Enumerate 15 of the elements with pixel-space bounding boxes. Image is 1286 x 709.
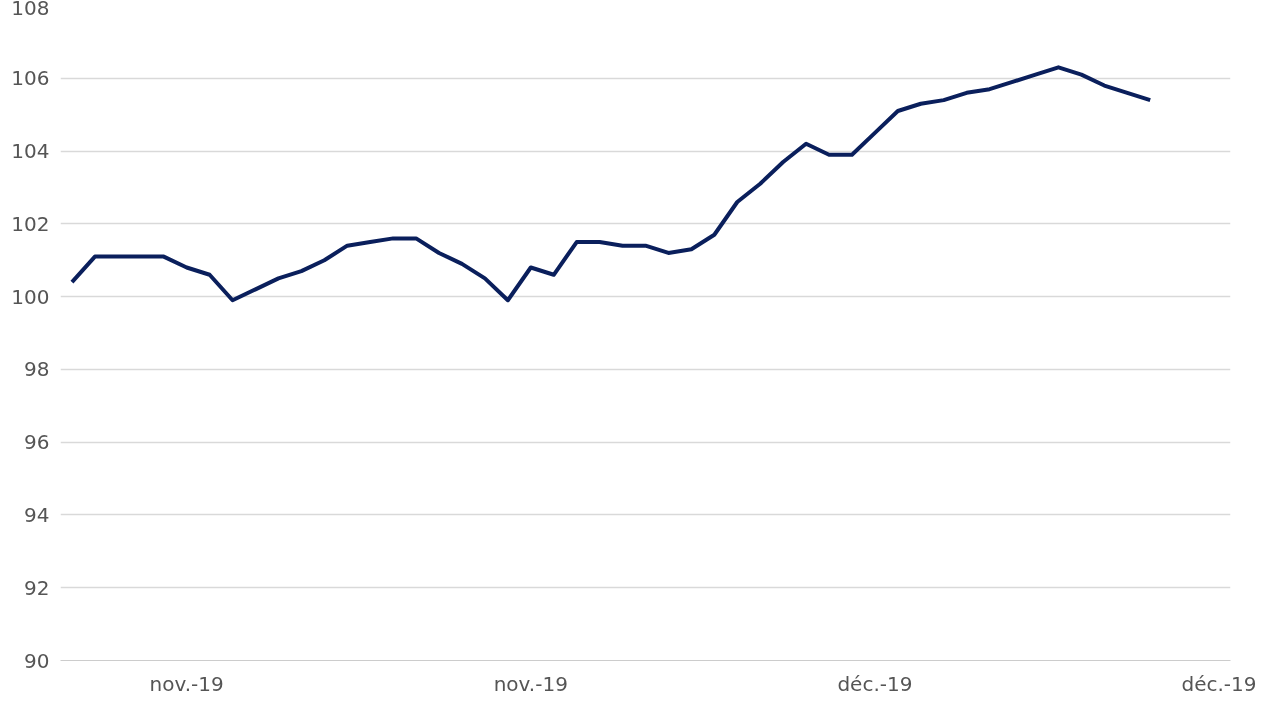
y-tick-label: 96 [24,430,50,455]
x-tick-label: déc.-19 [837,671,913,696]
y-tick-label: 100 [11,284,50,309]
y-tick-label: 108 [11,0,50,20]
x-tick-label: nov.-19 [149,671,224,696]
y-tick-label: 94 [24,502,50,527]
y-tick-label: 98 [24,357,50,382]
y-tick-label: 104 [11,139,50,164]
y-tick-label: 102 [11,211,50,236]
y-tick-label: 90 [24,648,50,673]
line-series [69,65,1153,303]
y-tick-label: 92 [24,575,50,600]
x-tick-label: nov.-19 [493,671,568,696]
x-tick-label: déc.-19 [1181,671,1257,696]
y-tick-label: 106 [11,66,50,91]
